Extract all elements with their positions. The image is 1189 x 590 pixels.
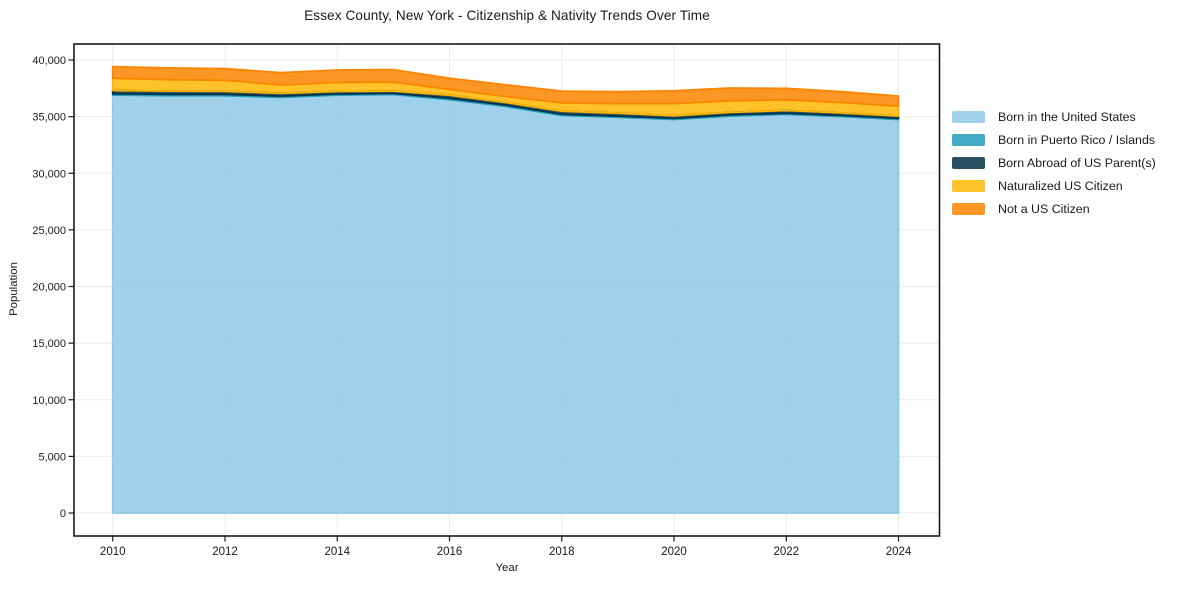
x-tick-label: 2010 xyxy=(100,546,126,558)
legend-label: Born Abroad of US Parent(s) xyxy=(998,155,1156,170)
y-tick-label: 30,000 xyxy=(32,168,66,180)
x-axis-label: Year xyxy=(495,562,519,574)
legend-item-naturalized-us-citizen: Naturalized US Citizen xyxy=(952,175,1156,198)
area-not-a-us-citizen xyxy=(112,66,899,107)
legend-label: Naturalized US Citizen xyxy=(998,179,1123,194)
legend-item-born-abroad-of-us-parents: Born Abroad of US Parent(s) xyxy=(952,151,1156,174)
x-tick-label: 2018 xyxy=(549,546,575,558)
x-tick-label: 2022 xyxy=(773,546,799,558)
legend-label: Born in Puerto Rico / Islands xyxy=(998,132,1156,147)
plot-border xyxy=(73,43,941,537)
legend-item-not-a-us-citizen: Not a US Citizen xyxy=(952,198,1156,221)
x-tick-label: 2024 xyxy=(886,546,912,558)
x-tick-label: 2012 xyxy=(212,546,238,558)
chart-title: Essex County, New York - Citizenship & N… xyxy=(304,8,710,23)
y-tick-label: 20,000 xyxy=(32,282,66,294)
legend: Born in the United States Born in Puerto … xyxy=(952,105,1156,221)
y-axis-label: Population xyxy=(8,262,20,316)
legend-swatch-born-in-puerto-rico-islands xyxy=(952,133,985,146)
y-tick-label: 10,000 xyxy=(32,395,66,407)
legend-swatch-naturalized-us-citizen xyxy=(952,180,985,193)
legend-swatch-not-a-us-citizen xyxy=(952,203,985,216)
y-tick-label: 5,000 xyxy=(38,451,66,463)
y-tick-label: 40,000 xyxy=(32,55,66,67)
legend-swatch-born-abroad-of-us-parents xyxy=(952,156,985,169)
legend-label: Born in the United States xyxy=(998,109,1136,124)
y-tick-label: 0 xyxy=(60,508,66,520)
x-tick-label: 2020 xyxy=(661,546,687,558)
legend-label: Not a US Citizen xyxy=(998,202,1090,217)
x-tick-label: 2016 xyxy=(437,546,463,558)
legend-item-born-in-the-united-states: Born in the United States xyxy=(952,105,1156,128)
x-tick-label: 2014 xyxy=(324,546,350,558)
legend-item-born-in-puerto-rico-islands: Born in Puerto Rico / Islands xyxy=(952,128,1156,151)
area-born-in-the-united-states xyxy=(112,94,899,513)
y-tick-label: 25,000 xyxy=(32,225,66,237)
area-edge-not-a-us-citizen xyxy=(111,65,900,107)
y-tick-label: 35,000 xyxy=(32,112,66,124)
y-tick-label: 15,000 xyxy=(32,338,66,350)
legend-swatch-born-in-the-united-states xyxy=(952,110,985,123)
